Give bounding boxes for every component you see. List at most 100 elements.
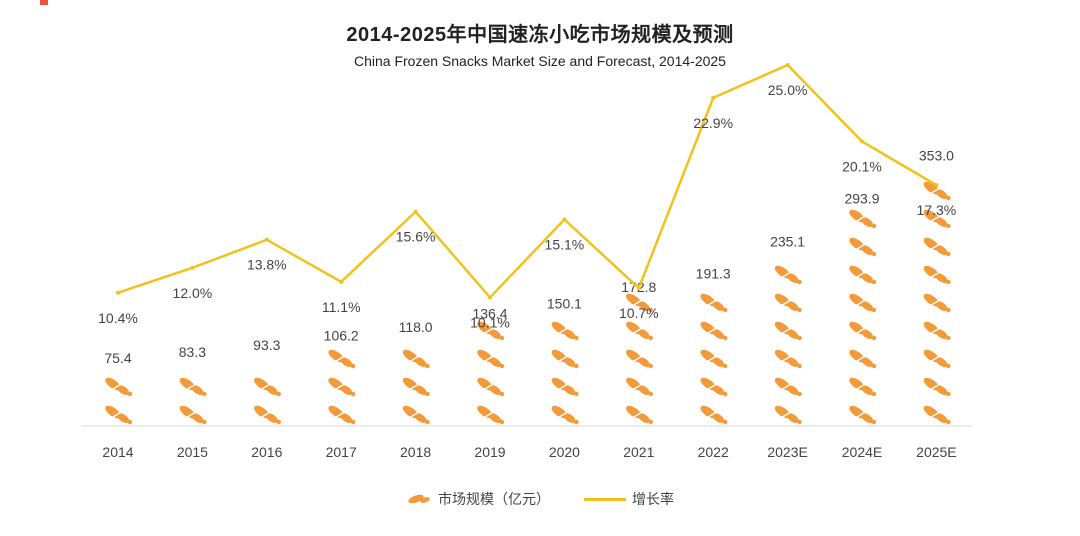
growth-rate-label: 17.3% (917, 202, 957, 218)
snack-icon (923, 181, 951, 201)
bar-2015[interactable] (178, 375, 207, 425)
snack-icon (774, 377, 802, 397)
snack-icon (923, 209, 951, 229)
growth-rate-point[interactable] (190, 265, 195, 270)
legend-snack-icon (408, 494, 430, 504)
snack-icon (179, 405, 207, 425)
chart-subtitle: China Frozen Snacks Market Size and Fore… (354, 53, 726, 69)
growth-rate-label: 22.9% (693, 115, 733, 131)
snack-icon (626, 321, 653, 341)
snack-icon (105, 377, 133, 397)
snack-icon (923, 405, 951, 425)
growth-rate-point[interactable] (264, 237, 269, 242)
snack-icon (402, 349, 430, 369)
snack-icon (923, 349, 951, 369)
bar-2014[interactable] (103, 375, 133, 425)
growth-rate-point[interactable] (488, 295, 492, 300)
x-tick-label: 2020 (549, 444, 580, 460)
snack-icon (700, 293, 728, 313)
growth-rate-point[interactable] (413, 209, 418, 214)
bar-value-label: 235.1 (770, 233, 805, 249)
snack-icon (254, 405, 281, 425)
snack-icon (626, 349, 653, 369)
snack-icon (923, 237, 951, 257)
bar-2017[interactable] (326, 347, 356, 425)
growth-rate-label: 15.6% (396, 229, 436, 245)
x-tick-label: 2018 (400, 444, 431, 460)
snack-icon (477, 405, 505, 425)
x-tick-label: 2021 (623, 444, 654, 460)
snack-icon (551, 405, 579, 425)
snack-icon (923, 321, 951, 341)
snack-icon (849, 265, 877, 285)
legend-line-swatch (584, 497, 626, 501)
snack-icon (700, 405, 728, 425)
growth-rate-point[interactable] (860, 139, 864, 144)
growth-rate-point[interactable] (711, 95, 716, 100)
snack-icon (774, 321, 802, 341)
bar-2019[interactable] (475, 319, 505, 425)
x-tick-label: 2015 (177, 444, 208, 460)
growth-rate-label: 10.4% (98, 310, 138, 326)
corner-accent-mark (40, 0, 48, 5)
bar-2025E[interactable] (922, 179, 951, 425)
growth-rate-label: 11.1% (322, 299, 361, 315)
growth-rate-point[interactable] (116, 290, 120, 295)
x-tick-label: 2014 (102, 444, 133, 460)
snack-icon (105, 405, 133, 425)
snack-icon (179, 377, 207, 397)
bar-value-label: 106.2 (324, 327, 359, 343)
legend-item-growth-rate[interactable]: 增长率 (584, 489, 674, 509)
bar-value-label: 118.0 (399, 319, 433, 335)
snack-icon (849, 237, 877, 257)
legend-label-growth-rate: 增长率 (632, 491, 674, 507)
growth-rate-point[interactable] (934, 183, 939, 188)
snack-icon (700, 321, 728, 341)
bar-2024E[interactable] (847, 207, 877, 425)
snack-icon (923, 293, 951, 313)
snack-icon (402, 405, 430, 425)
snack-icon (700, 349, 728, 369)
bar-2020[interactable] (550, 319, 579, 425)
snack-icon (626, 405, 653, 425)
bar-value-label: 191.3 (696, 265, 731, 281)
snack-icon (551, 377, 579, 397)
snack-icon (551, 321, 579, 341)
growth-rate-point[interactable] (339, 279, 344, 284)
bar-2022[interactable] (698, 291, 728, 425)
chart-legend: 市场规模（亿元） 增长率 (0, 489, 1080, 509)
growth-rate-point[interactable] (785, 63, 790, 67)
snack-icon (849, 349, 877, 369)
snack-icon (849, 377, 877, 397)
snack-icon (328, 405, 356, 425)
x-tick-label: 2019 (474, 444, 505, 460)
legend-item-market-size[interactable]: 市场规模（亿元） (406, 489, 550, 509)
snack-icon (849, 209, 877, 229)
bar-value-label: 353.0 (919, 147, 954, 163)
snack-icon (477, 349, 505, 369)
snack-icon (328, 377, 356, 397)
bar-2016[interactable] (252, 375, 281, 425)
growth-rate-point[interactable] (562, 217, 567, 222)
snack-icon (626, 377, 653, 397)
growth-rate-label: 10.1% (470, 314, 510, 330)
growth-rate-label: 15.1% (545, 236, 585, 252)
x-tick-label: 2023E (767, 444, 807, 460)
growth-rate-label: 10.7% (619, 305, 659, 321)
bar-2023E[interactable] (773, 263, 802, 425)
chart-title: 2014-2025年中国速冻小吃市场规模及预测 (346, 24, 734, 46)
growth-rate-point[interactable] (636, 286, 641, 291)
snack-icon (774, 265, 802, 285)
bar-value-label: 93.3 (253, 337, 280, 353)
bar-value-label: 150.1 (547, 295, 582, 311)
bar-2021[interactable] (624, 291, 653, 425)
bar-2018[interactable] (401, 347, 430, 425)
snack-icon (923, 265, 951, 285)
bar-value-label: 83.3 (179, 344, 206, 360)
snack-icon (402, 377, 430, 397)
snack-icon (774, 349, 802, 369)
growth-rate-label: 12.0% (173, 285, 213, 301)
growth-rate-line (117, 63, 938, 300)
bar-value-label: 136.4 (472, 305, 507, 321)
